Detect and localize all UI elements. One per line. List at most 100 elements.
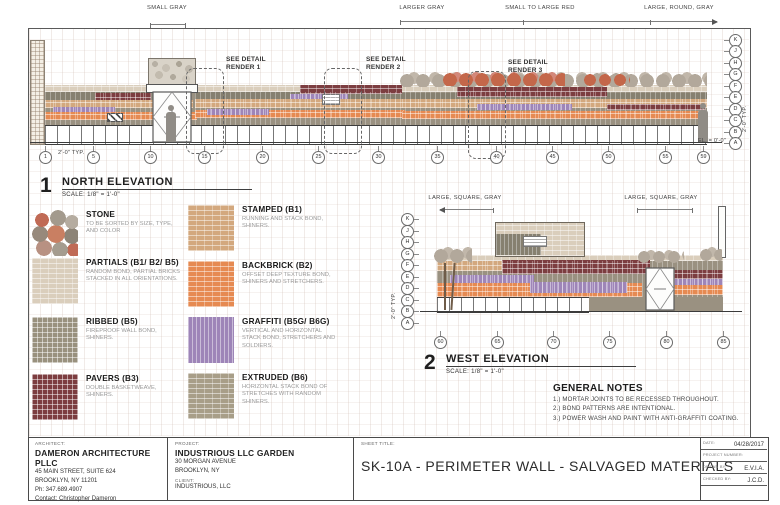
client-name: INDUSTRIOUS, LLC: [175, 483, 231, 490]
legend-name: BACKBRICK (B2): [242, 261, 313, 270]
grid-bubble: 15: [198, 146, 211, 164]
drawing-scale: SCALE: 1/8" = 1'-0": [446, 369, 504, 375]
dim-label-small-to-large-red: SMALL TO LARGE RED: [505, 5, 575, 11]
grid-bubble: 75: [603, 331, 616, 349]
dim-line-west-2: [637, 207, 693, 213]
legend-desc: HORIZONTAL STACK BOND OF STRETCHES WITH …: [242, 383, 328, 405]
legend-item-backbrick: BACKBRICK (B2) OFFSET DEEP TEXTURE BOND,…: [188, 261, 340, 307]
hedge-red: [584, 72, 630, 86]
title-block: ARCHITECT: DAMERON ARCHITECTURE PLLC 45 …: [28, 437, 769, 502]
wall-patch-pavers: [457, 87, 607, 97]
wall-footing: [45, 125, 707, 145]
grid-bubble: B: [401, 305, 419, 318]
wall-end-post: [718, 206, 726, 258]
legend-name: STONE: [86, 210, 116, 219]
grid-bubble: 5: [87, 146, 100, 164]
extruded-swatch: [188, 373, 234, 419]
legend-name: PAVERS (B3): [86, 374, 139, 383]
general-note: 3.) POWER WASH AND PAINT WITH ANTI-GRAFF…: [553, 414, 739, 422]
stamped-swatch: [188, 205, 234, 251]
grid-bubble: A: [401, 317, 419, 330]
general-note: 2.) BOND PATTERNS ARE INTENTIONAL.: [553, 405, 676, 413]
title-block-info: DATE: 04/28/2017 PROJECT NUMBER: DRAWN B…: [701, 438, 767, 500]
typ-dim-note-vertical: 2'-0" TYP.: [742, 105, 748, 132]
legend-name: STAMPED (B1): [242, 205, 303, 214]
grid-bubble: 65: [491, 331, 504, 349]
grid-bubble: 50: [602, 146, 615, 164]
legend-name: RIBBED (B5): [86, 317, 138, 326]
legend-item-partials: PARTIALS (B1/ B2/ B5) RANDOM BOND, PARTI…: [32, 258, 184, 304]
sheet-title-label: SHEET TITLE:: [361, 441, 395, 446]
legend-desc: TO BE SORTED BY SIZE, TYPE, AND COLOR: [86, 220, 173, 235]
wall-patch-backbrick: [195, 110, 405, 118]
info-row-drawn-by: DRAWN BY: E.V.I.A.: [701, 462, 767, 474]
detail-box-render-2: [324, 68, 362, 154]
wall-plaque: [322, 94, 340, 105]
legend-desc: VERTICAL AND HORIZONTAL STACK BOND, STRE…: [242, 327, 336, 349]
detail-box-render-1: [186, 68, 224, 154]
wall-patch-coping: [437, 255, 723, 261]
title-block-architect: ARCHITECT: DAMERON ARCHITECTURE PLLC 45 …: [29, 438, 168, 502]
legend-name: GRAFFITI (B5G/ B6G): [242, 317, 330, 326]
drawing-number: 1: [40, 174, 52, 197]
shrub-gray: [434, 246, 472, 263]
info-row-date: DATE: 04/28/2017: [701, 438, 767, 450]
dim-line-west-1: [439, 206, 494, 213]
title-block-sheet-title: SHEET TITLE: SK-10A - PERIMETER WALL - S…: [354, 438, 734, 500]
pavers-swatch: [32, 374, 78, 420]
grid-bubble: 35: [431, 146, 444, 164]
callout-render-1: SEE DETAIL RENDER 1: [226, 56, 266, 72]
typ-dim-note-vertical: 2'-0" TYP.: [391, 292, 397, 319]
info-value: 04/28/2017: [733, 442, 764, 448]
ribbed-swatch: [32, 317, 78, 363]
sheet-title: SK-10A - PERIMETER WALL - SALVAGED MATER…: [361, 458, 734, 474]
backbrick-swatch: [188, 261, 234, 307]
end-pier-hatch: [30, 40, 45, 145]
grid-bubble: G: [401, 248, 419, 261]
wall-patch-pavers: [607, 104, 705, 110]
wall-patch-graffiti: [674, 279, 723, 285]
wall-patch-graffiti: [53, 107, 115, 112]
project-name: INDUSTRIOUS LLC GARDEN: [175, 447, 295, 458]
architect-label: ARCHITECT:: [35, 441, 66, 446]
legend-item-graffiti: GRAFFITI (B5G/ B6G) VERTICAL AND HORIZON…: [188, 317, 340, 363]
drawing-number: 2: [424, 351, 436, 374]
grid-bubble: B: [724, 126, 742, 139]
wall-patch-stamped: [402, 99, 707, 108]
grid-bubble: 60: [434, 331, 447, 349]
grid-bubble: 85: [717, 331, 730, 349]
grid-bubble: 70: [547, 331, 560, 349]
north-ground-line: [30, 142, 722, 143]
title-block-project: PROJECT: INDUSTRIOUS LLC GARDEN 30 MORGA…: [168, 438, 354, 500]
west-elevation-title: 2 WEST ELEVATION SCALE: 1/8" = 1'-0": [424, 351, 636, 375]
wall-patch-pavers: [300, 85, 402, 94]
info-label: CHECKED BY:: [703, 476, 732, 481]
legend-name: PARTIALS (B1/ B2/ B5): [86, 258, 179, 267]
west-ground-line: [420, 311, 742, 312]
dim-line-small-gray: [150, 22, 186, 28]
legend-desc: RANDOM BOND, PARTIAL BRICKS STACKED IN A…: [86, 268, 180, 283]
stone-swatch: [32, 210, 78, 256]
architect-address: 45 MAIN STREET, SUITE 624: [35, 468, 116, 475]
drawing-scale: SCALE: 1/8" = 1'-0": [62, 192, 120, 198]
typ-dim-note: 2'-0" TYP.: [58, 150, 85, 156]
legend-item-stamped: STAMPED (B1) RUNNING AND STACK BOND, SHI…: [188, 205, 340, 251]
project-address: 30 MORGAN AVENUE: [175, 458, 236, 465]
legend-item-pavers: PAVERS (B3) DOUBLE BASKETWEAVE, SHINERS.: [32, 374, 184, 420]
wall-patch-stamped: [437, 261, 505, 271]
legend-name: EXTRUDED (B6): [242, 373, 308, 382]
west-wall: [437, 206, 726, 313]
wall-patch-backbrick: [674, 285, 723, 295]
wall-patch-pavers: [674, 270, 723, 279]
wall-patch-stamped: [195, 99, 402, 108]
info-value: E.V.I.A.: [744, 466, 764, 472]
wall-patch-graffiti: [290, 94, 348, 99]
wall-patch-backbrick: [402, 111, 705, 119]
grid-bubble: 20: [256, 146, 269, 164]
legend-desc: FIREPROOF WALL BOND, SHINERS.: [86, 327, 157, 342]
legend-desc: RUNNING AND STACK BOND, SHINERS.: [242, 215, 324, 230]
person-silhouette: [698, 103, 708, 142]
architect-name: DAMERON ARCHITECTURE PLLC: [35, 447, 151, 468]
dim-label-large-square-gray: LARGE, SQUARE, GRAY: [428, 195, 502, 201]
drawing-title: NORTH ELEVATION: [62, 176, 252, 190]
